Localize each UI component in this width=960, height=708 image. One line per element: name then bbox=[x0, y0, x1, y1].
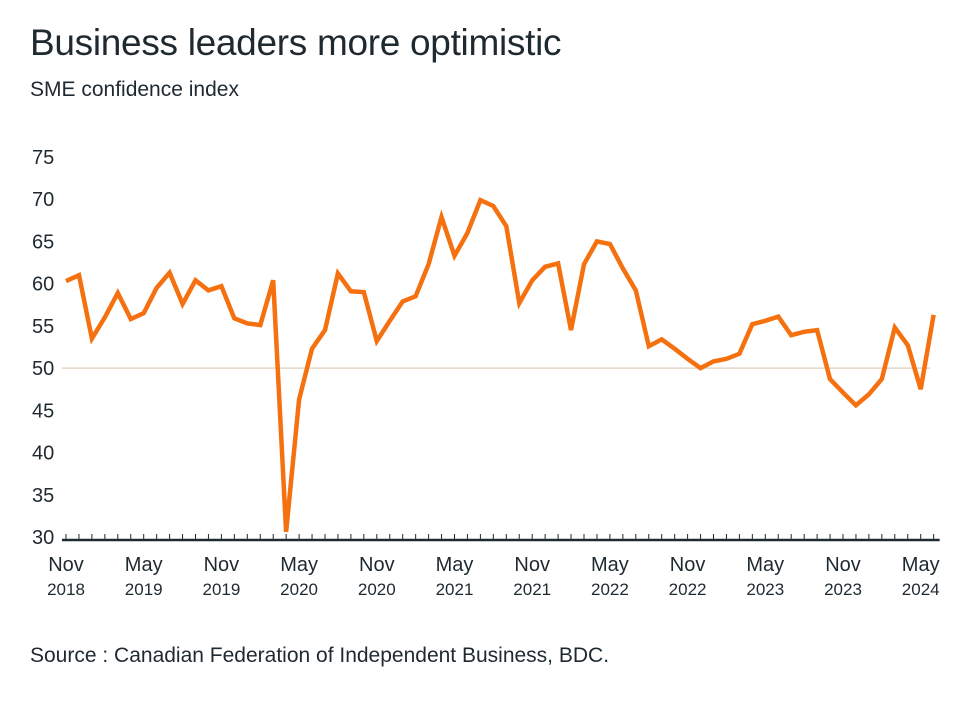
x-tick-year-label: 2019 bbox=[125, 580, 163, 599]
x-tick-month-label: May bbox=[436, 554, 474, 576]
x-tick-month-label: May bbox=[125, 554, 163, 576]
x-tick-month-label: May bbox=[591, 554, 629, 576]
x-tick-year-label: 2020 bbox=[358, 580, 396, 599]
y-tick-label: 30 bbox=[32, 527, 54, 549]
y-axis-ticks: 30 35 40 45 50 55 60 65 70 75 bbox=[32, 147, 54, 549]
y-tick-label: 70 bbox=[32, 189, 54, 211]
x-tick-year-label: 2018 bbox=[47, 580, 85, 599]
x-tick-year-label: 2020 bbox=[280, 580, 318, 599]
x-tick-month-label: Nov bbox=[48, 554, 84, 576]
y-tick-label: 60 bbox=[32, 274, 54, 296]
x-tick-month-label: Nov bbox=[670, 554, 706, 576]
x-tick-year-label: 2023 bbox=[746, 580, 784, 599]
x-tick-month-label: Nov bbox=[825, 554, 861, 576]
x-tick-year-label: 2019 bbox=[202, 580, 240, 599]
y-tick-label: 35 bbox=[32, 485, 54, 507]
x-axis: Nov 2018 May 2019 Nov 2019 May 2020 Nov 2020 May 20… bbox=[47, 534, 940, 599]
y-tick-label: 75 bbox=[32, 147, 54, 169]
x-tick-month-label: May bbox=[902, 554, 940, 576]
y-tick-label: 40 bbox=[32, 443, 54, 465]
series-line-0 bbox=[65, 197, 936, 533]
y-tick-label: 55 bbox=[32, 316, 54, 338]
x-tick-year-label: 2024 bbox=[902, 580, 940, 599]
x-tick-year-label: 2021 bbox=[436, 580, 474, 599]
x-tick-month-label: May bbox=[746, 554, 784, 576]
chart-title: Business leaders more optimistic bbox=[30, 22, 562, 63]
source-note: Source : Canadian Federation of Independ… bbox=[30, 644, 610, 667]
x-tick-year-label: 2023 bbox=[824, 580, 862, 599]
y-tick-label: 45 bbox=[32, 400, 54, 422]
series-group bbox=[65, 197, 936, 533]
x-tick-year-label: 2022 bbox=[591, 580, 629, 599]
x-tick-month-label: Nov bbox=[204, 554, 240, 576]
x-tick-year-label: 2021 bbox=[513, 580, 551, 599]
x-tick-month-label: May bbox=[280, 554, 318, 576]
chart-subtitle: SME confidence index bbox=[30, 78, 239, 101]
y-tick-label: 65 bbox=[32, 231, 54, 253]
x-tick-month-label: Nov bbox=[514, 554, 550, 576]
y-tick-label: 50 bbox=[32, 358, 54, 380]
x-tick-month-label: Nov bbox=[359, 554, 395, 576]
x-tick-year-label: 2022 bbox=[669, 580, 707, 599]
